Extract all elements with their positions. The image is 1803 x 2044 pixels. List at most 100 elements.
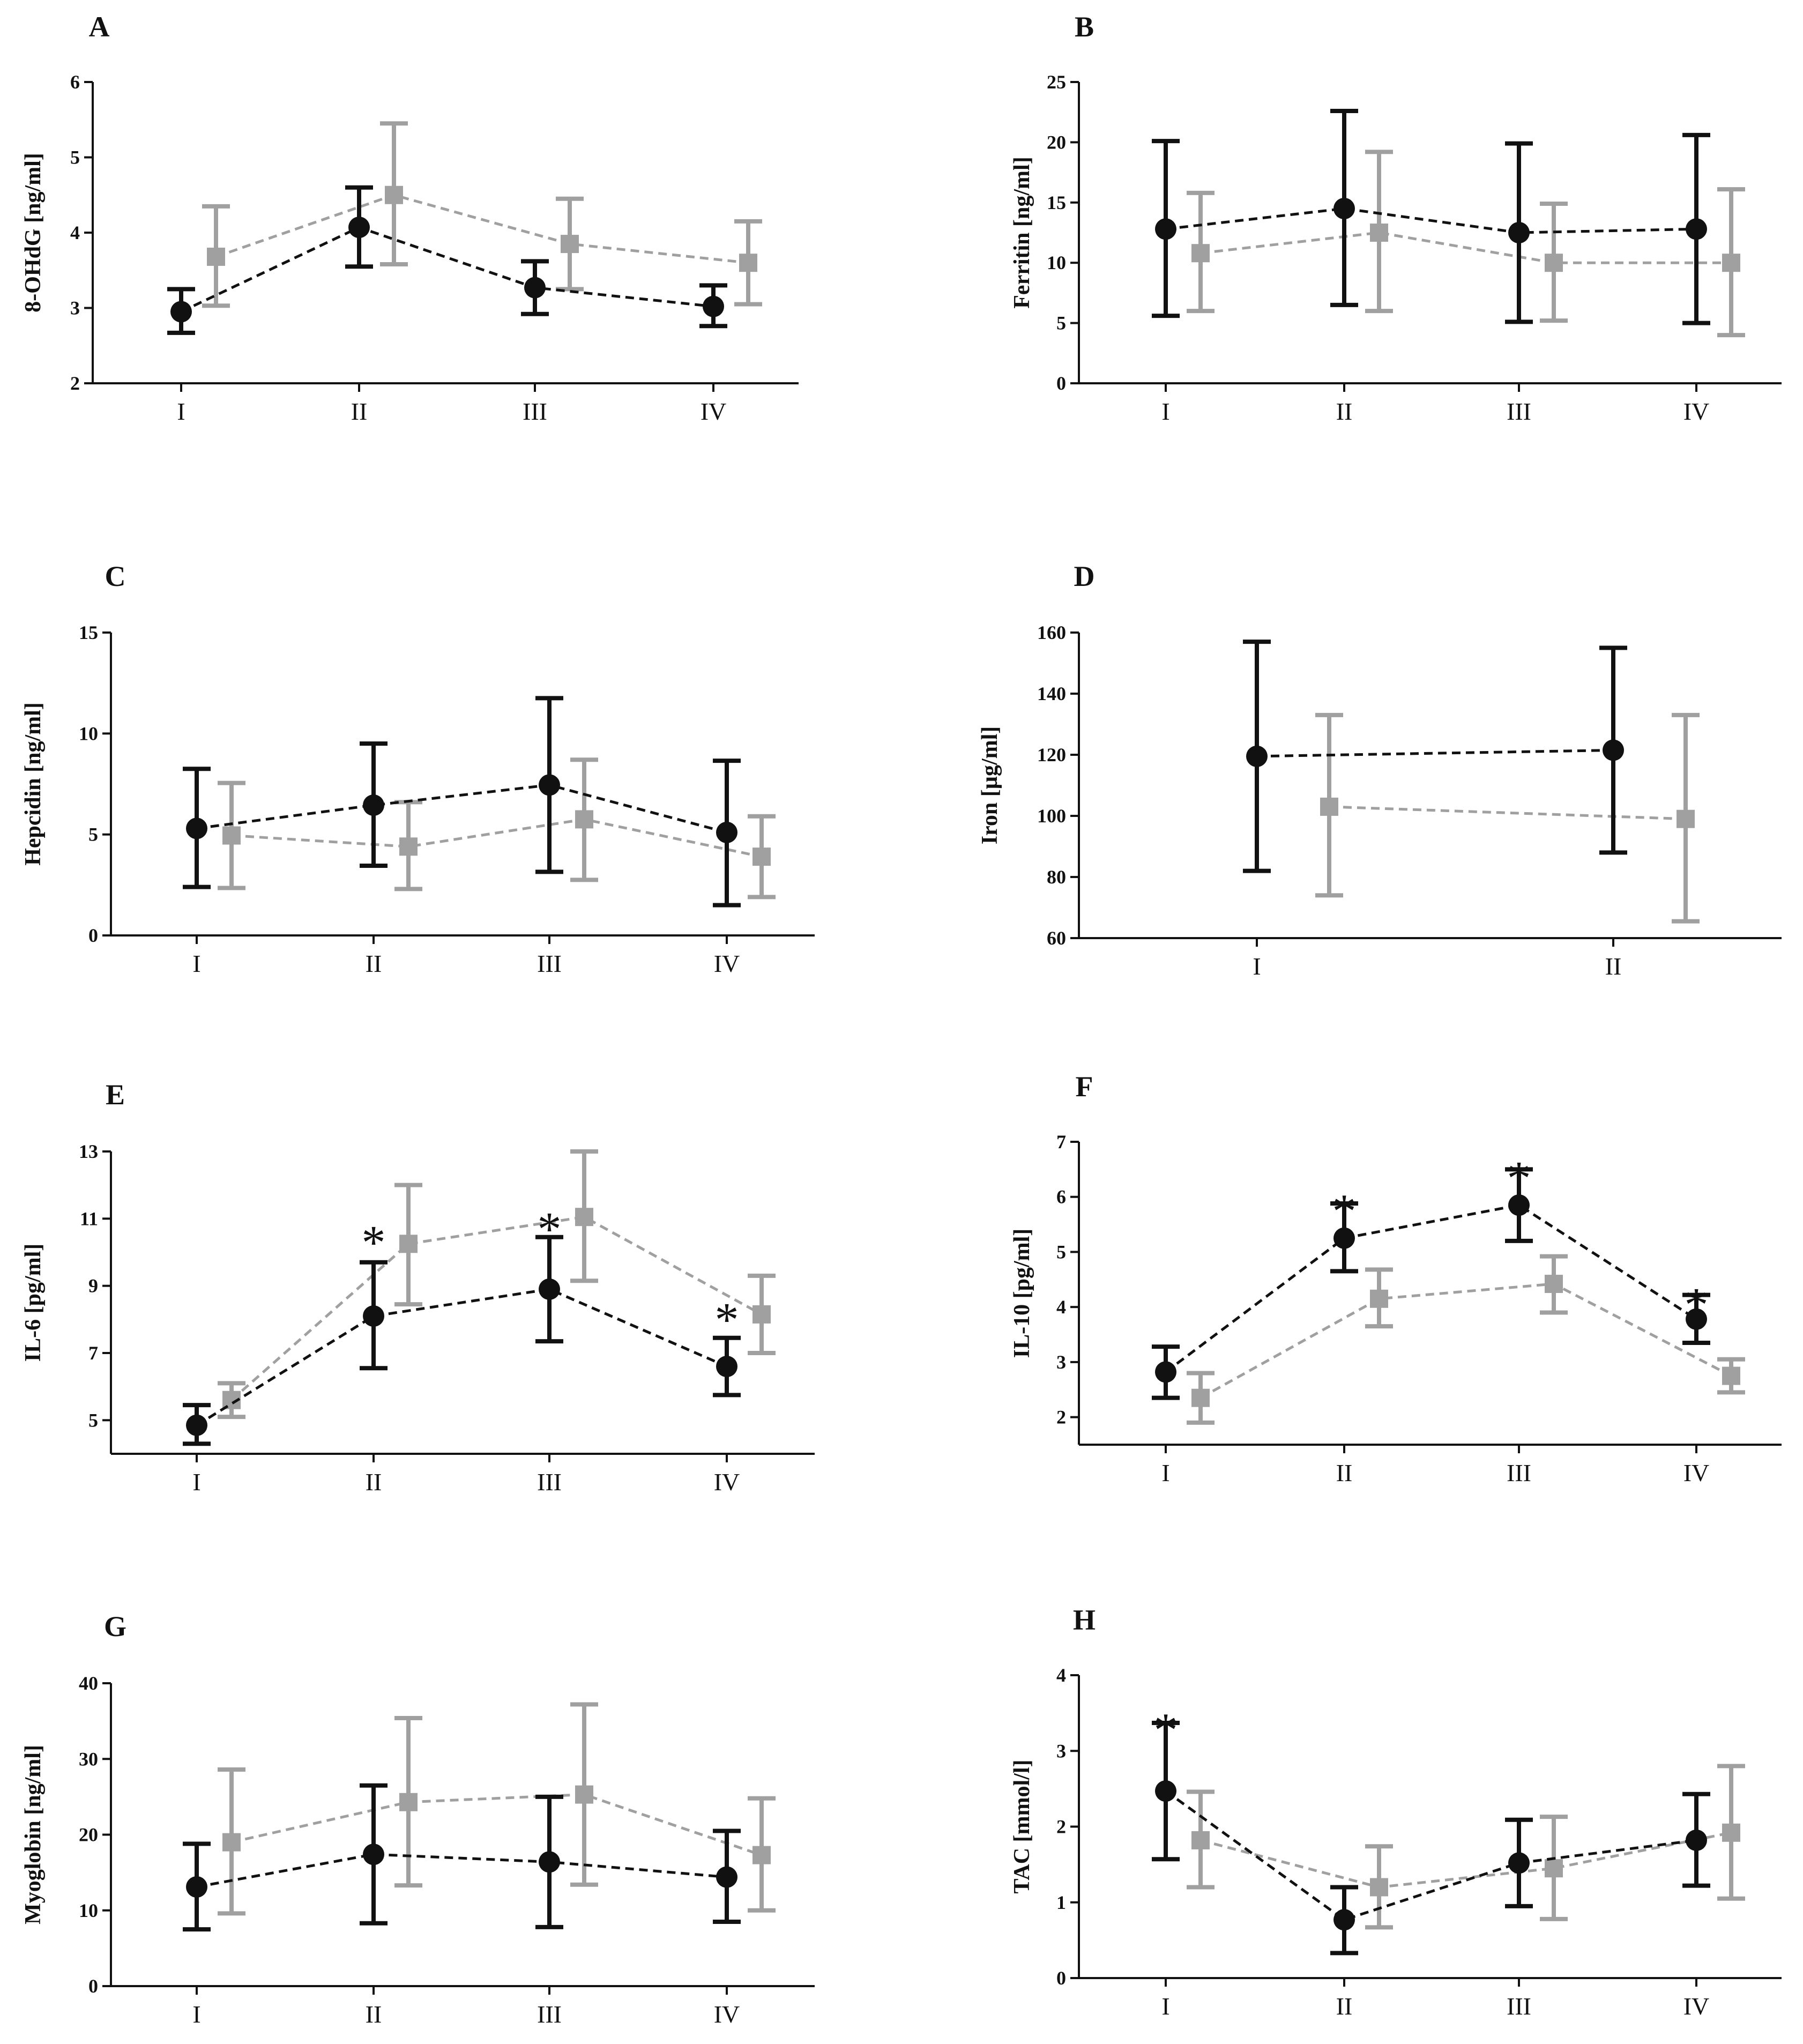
y-tick-label: 20 (1047, 131, 1066, 153)
series-line (180, 226, 714, 313)
data-point (1545, 1275, 1563, 1294)
y-tick-label: 4 (1056, 1296, 1066, 1318)
y-tick-label: 2 (1056, 1816, 1066, 1838)
series-2 (218, 757, 776, 900)
x-tick-label: II (1336, 398, 1353, 425)
x-tick-label: II (1605, 953, 1622, 980)
data-point (524, 277, 546, 299)
y-tick-label: 10 (79, 1900, 98, 1921)
data-point (539, 1278, 560, 1300)
y-axis-label: Myoglobin [ng/ml] (21, 1745, 46, 1924)
data-point (753, 1305, 771, 1324)
series-1 (1243, 640, 1627, 873)
y-axis-label: Ferritin [ng/ml] (1010, 157, 1034, 308)
y-tick-label: 4 (1056, 1664, 1066, 1686)
significance-star: * (538, 1203, 562, 1256)
series-line (1165, 207, 1697, 234)
x-tick-label: IV (1683, 398, 1710, 425)
data-point (575, 1208, 593, 1227)
x-tick-label: II (366, 2001, 382, 2028)
data-point (1320, 797, 1338, 816)
x-tick-label: II (351, 398, 368, 425)
data-point (363, 794, 384, 816)
data-point (222, 1833, 241, 1852)
y-tick-label: 13 (79, 1141, 98, 1162)
x-tick-label: IV (714, 1468, 740, 1496)
y-tick-label: 5 (88, 824, 98, 845)
y-axis-label: IL-10 [pg/ml] (1010, 1229, 1034, 1358)
data-point (1722, 254, 1740, 272)
data-point (1508, 1852, 1530, 1874)
y-tick-label: 3 (1056, 1351, 1066, 1373)
panel-letter: A (89, 11, 110, 43)
data-point (1722, 1366, 1740, 1385)
data-point (703, 295, 724, 317)
y-axis-label: Iron [µg/ml] (978, 726, 1002, 845)
panel-letter: H (1073, 1604, 1096, 1636)
panel-letter: D (1074, 560, 1095, 592)
data-point (1333, 1227, 1355, 1249)
series-1 (1152, 1720, 1710, 1956)
data-point (1333, 198, 1355, 220)
data-point (363, 1844, 384, 1865)
data-point (716, 821, 737, 843)
data-point (186, 817, 207, 839)
x-tick-label: I (1161, 1459, 1169, 1486)
x-tick-label: III (537, 2001, 562, 2028)
data-point (1686, 1829, 1707, 1851)
panel-letter: C (105, 560, 126, 592)
data-point (539, 1851, 560, 1873)
y-tick-label: 20 (79, 1824, 98, 1846)
data-point (739, 254, 757, 272)
x-tick-label: II (366, 1468, 382, 1496)
series-2 (218, 1702, 776, 1916)
data-point (1545, 254, 1563, 272)
series-2 (1187, 1764, 1745, 1930)
y-tick-label: 15 (1047, 192, 1066, 213)
x-tick-label: III (1507, 398, 1531, 425)
y-axis-label: TAC [mmol/l] (1010, 1759, 1034, 1893)
significance-star: * (715, 1294, 739, 1347)
significance-star: * (1685, 1279, 1709, 1332)
y-tick-label: 0 (1056, 1967, 1066, 1989)
series-2 (1187, 150, 1745, 338)
panel-letter: G (104, 1610, 126, 1642)
x-tick-label: I (192, 1468, 200, 1496)
y-tick-label: 3 (1056, 1740, 1066, 1761)
significance-star: * (362, 1216, 386, 1269)
series-line (1199, 1282, 1732, 1399)
data-point (1155, 1780, 1176, 1802)
y-tick-label: 5 (1056, 1241, 1066, 1262)
data-point (753, 848, 771, 866)
series-2 (218, 1149, 776, 1419)
data-point (1333, 1909, 1355, 1931)
y-axis-label: IL-6 [pg/ml] (21, 1244, 46, 1362)
series-1 (183, 1235, 741, 1446)
series-line (196, 1288, 727, 1426)
y-tick-label: 6 (70, 71, 80, 93)
y-tick-label: 10 (79, 723, 98, 744)
series-1 (183, 696, 741, 908)
series-2 (202, 121, 762, 308)
series-1 (167, 185, 727, 335)
y-tick-label: 9 (88, 1275, 98, 1297)
x-tick-label: IV (714, 950, 740, 977)
series-1 (1152, 108, 1710, 325)
series-line (1165, 1790, 1697, 1922)
data-point (399, 1235, 418, 1253)
data-point (1155, 218, 1176, 240)
panel-letter: B (1075, 11, 1094, 43)
x-tick-label: III (1507, 1993, 1531, 2020)
x-tick-label: I (1253, 953, 1261, 980)
x-tick-label: IV (701, 398, 727, 425)
y-tick-label: 0 (88, 925, 98, 946)
data-point (716, 1356, 737, 1378)
y-tick-label: 60 (1047, 927, 1066, 949)
